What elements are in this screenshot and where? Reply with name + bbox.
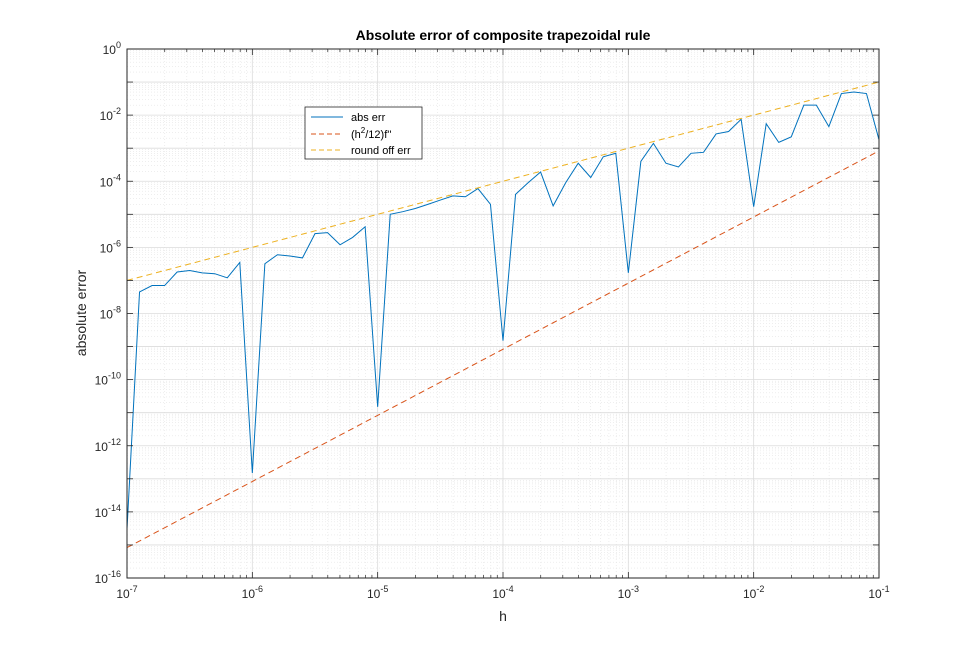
y-tick-labels: 10-16 10-14 10-12 10-10 10-8 10-6 10-4 10-2 100 bbox=[95, 40, 121, 586]
y-tick-label: 10-8 bbox=[100, 305, 121, 322]
legend-box bbox=[304, 106, 423, 160]
series-layer bbox=[126, 81, 880, 549]
chart-title: Absolute error of composite trapezoidal … bbox=[356, 27, 651, 43]
legend-label-round-off-err: round off err bbox=[351, 145, 411, 157]
x-axis-label: h bbox=[499, 608, 507, 624]
legend-label-h2-12-f: (h2/12)f'' bbox=[351, 126, 391, 141]
legend-label-h2-sup: 2 bbox=[361, 126, 366, 135]
y-tick-label: 10-2 bbox=[100, 106, 121, 123]
series-line-abs-err bbox=[126, 91, 880, 530]
x-tick-label: 10-3 bbox=[618, 584, 639, 601]
series-line--h2-12-f- bbox=[126, 150, 880, 549]
ticks-layer bbox=[126, 48, 880, 579]
x-tick-label: 10-5 bbox=[367, 584, 388, 601]
legend-label-abs-err: abs err bbox=[351, 112, 386, 124]
y-tick-label: 10-14 bbox=[95, 503, 121, 520]
x-tick-labels: 10-7 10-6 10-5 10-4 10-3 10-2 10-1 bbox=[116, 584, 889, 601]
y-tick-label: 100 bbox=[103, 40, 121, 57]
x-tick-label: 10-1 bbox=[868, 584, 889, 601]
y-tick-label: 10-6 bbox=[100, 238, 121, 255]
y-tick-label: 10-10 bbox=[95, 371, 121, 388]
x-tick-label: 10-2 bbox=[743, 584, 764, 601]
y-tick-label: 10-16 bbox=[95, 569, 121, 586]
major-grid bbox=[126, 48, 880, 579]
x-tick-label: 10-7 bbox=[116, 584, 137, 601]
y-tick-label: 10-12 bbox=[95, 437, 121, 454]
y-tick-label: 10-4 bbox=[100, 172, 121, 189]
x-tick-label: 10-4 bbox=[492, 584, 513, 601]
x-tick-label: 10-6 bbox=[242, 584, 263, 601]
legend[interactable]: abs err (h2/12)f'' round off err bbox=[304, 106, 423, 160]
legend-label-h2-main: (h bbox=[351, 129, 361, 141]
y-axis-label: absolute error bbox=[73, 269, 89, 356]
legend-label-h2-tail: /12)f'' bbox=[365, 129, 391, 141]
